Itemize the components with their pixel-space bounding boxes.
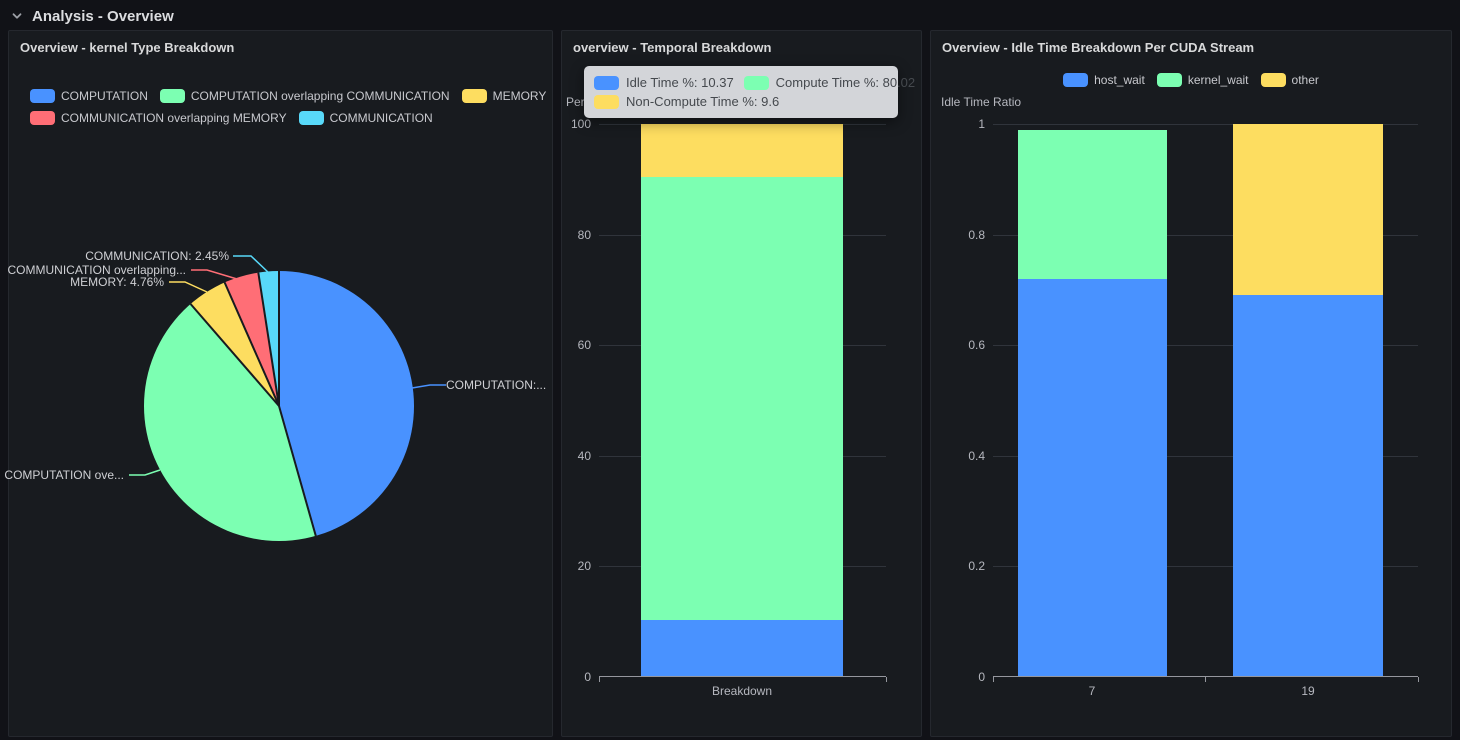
tooltip-item: Non-Compute Time %: 9.6 [594,94,779,109]
legend-label: COMPUTATION overlapping COMMUNICATION [190,89,450,103]
bar-segment-host-wait[interactable] [1233,295,1383,677]
pie-slice-callout: MEMORY: 4.76% [70,275,164,289]
x-axis-tick [1418,677,1419,682]
legend-label: host_wait [1094,73,1145,87]
x-axis-line [599,676,886,677]
gridline [993,235,1418,236]
legend-row: COMMUNICATION overlapping MEMORY COMMUNIC… [30,111,546,125]
legend-item[interactable]: COMMUNICATION overlapping MEMORY [30,111,287,125]
bar-segment-compute-time-[interactable] [641,177,843,620]
legend-label: COMPUTATION [61,89,148,103]
legend-swatch [159,89,185,103]
row-title: Analysis - Overview [32,7,174,25]
legend-item[interactable]: MEMORY [461,89,547,103]
panel-title[interactable]: Overview - kernel Type Breakdown [20,40,235,55]
panel-title[interactable]: Overview - Idle Time Breakdown Per CUDA … [942,40,1255,55]
legend-label: COMMUNICATION overlapping MEMORY [61,111,287,125]
y-tick-label: 40 [577,449,591,463]
legend-item[interactable]: host_wait [1063,73,1145,87]
tooltip-row: Non-Compute Time %: 9.6 [594,92,888,111]
tooltip-swatch [743,75,769,90]
pie-slice-callout: COMMUNICATION: 2.45% [85,249,229,263]
tooltip-text: Compute Time %: 80.02 [775,75,916,90]
gridline [993,345,1418,346]
dashboard-row-header[interactable]: Analysis - Overview [10,5,174,27]
gridline [993,566,1418,567]
legend-row: host_wait kernel_wait other [1063,73,1319,87]
legend-label: kernel_wait [1187,73,1249,87]
legend-row: COMPUTATION COMPUTATION overlapping COMMU… [30,89,546,103]
legend-swatch [298,111,324,125]
panel-title[interactable]: overview - Temporal Breakdown [573,40,772,55]
pie-chart-area: COMPUTATION:... COMPUTATION ove... MEMORY:… [4,31,552,736]
legend-swatch [30,111,55,125]
y-tick-label: 100 [570,117,591,131]
x-axis-tick [599,677,600,682]
x-category-label: 7 [1088,684,1096,698]
legend-swatch [1156,73,1182,87]
panel-kernel-type-breakdown: Overview - kernel Type Breakdown COMPUTA… [4,30,553,737]
x-category-label: 19 [1301,684,1315,698]
y-axis-title: Idle Time Ratio [941,95,1022,109]
x-axis-tick [886,677,887,682]
panel-temporal-breakdown: overview - Temporal Breakdown Percentage… [561,30,922,737]
legend-item[interactable]: COMPUTATION overlapping COMMUNICATION [159,89,450,103]
y-tick-label: 1 [978,117,985,131]
y-tick-label: 20 [577,559,591,573]
y-tick-label: 60 [577,338,591,352]
gridline [993,124,1418,125]
legend-swatch [1260,73,1286,87]
legend-item[interactable]: kernel_wait [1156,73,1249,87]
y-tick-label: 0 [584,670,591,684]
bar-segment-other[interactable] [1233,124,1383,296]
x-axis-tick [993,677,994,682]
legend-swatch [1063,73,1089,87]
y-tick-label: 0.4 [968,449,985,463]
legend-label: MEMORY [492,89,547,103]
pie-slice-callout: COMMUNICATION overlapping... [7,263,186,277]
idle-legend: host_wait kernel_wait other [931,73,1451,87]
chevron-down-icon [10,9,24,23]
tooltip-item: Compute Time %: 80.02 [743,75,916,90]
tooltip-item: Idle Time %: 10.37 [594,75,734,90]
panel-idle-time-breakdown: Overview - Idle Time Breakdown Per CUDA … [930,30,1452,737]
bar-segment-kernel-wait[interactable] [1018,129,1167,279]
pie[interactable] [144,271,414,541]
tooltip-text: Non-Compute Time %: 9.6 [626,94,780,109]
legend-label: other [1291,73,1319,87]
tooltip-swatch [594,75,619,90]
bar-segment-idle-time-[interactable] [641,619,843,677]
legend-swatch [30,89,55,103]
temporal-plot-area: 0 20 40 60 80 100 Breakdown [571,117,887,698]
gridline [993,456,1418,457]
pie-legend: COMPUTATION COMPUTATION overlapping COMMU… [30,89,546,133]
y-tick-label: 0 [978,670,985,684]
chart-tooltip: Idle Time %: 10.37 Compute Time %: 80.02 N… [584,66,915,118]
idle-plot-area: 0 0.2 0.4 0.6 0.8 1 7 19 [968,117,1419,698]
legend-label: COMMUNICATION [329,111,433,125]
legend-item[interactable]: COMMUNICATION [298,111,433,125]
tooltip-row: Idle Time %: 10.37 Compute Time %: 80.02 [594,73,915,92]
x-axis-tick [1205,677,1206,682]
legend-swatch [461,89,487,103]
x-category-label: Breakdown [711,684,773,698]
x-axis-line [993,676,1418,677]
pie-slice-callout: COMPUTATION ove... [4,468,124,482]
y-tick-label: 0.6 [968,338,985,352]
y-tick-label: 0.2 [968,559,985,573]
legend-item[interactable]: COMPUTATION [30,89,148,103]
y-tick-label: 80 [577,228,591,242]
tooltip-swatch [594,94,619,109]
pie-slice-callout: COMPUTATION:... [446,378,547,392]
bar-segment-non-compute-time-[interactable] [641,124,843,178]
y-tick-label: 0.8 [968,228,985,242]
legend-item[interactable]: other [1260,73,1319,87]
tooltip-text: Idle Time %: 10.37 [626,75,734,90]
bar-segment-host-wait[interactable] [1018,278,1167,677]
